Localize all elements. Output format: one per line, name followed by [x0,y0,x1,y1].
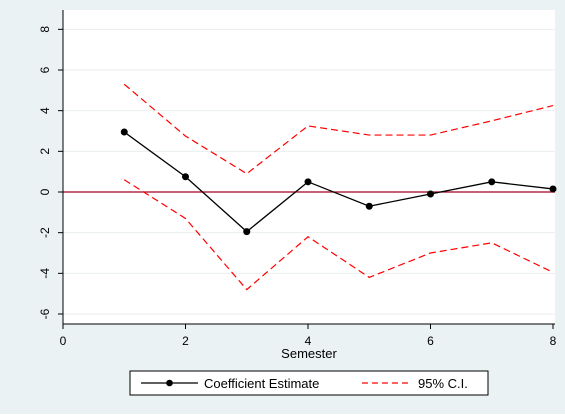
y-tick-label: 4 [38,107,52,114]
coefficient-point [549,185,557,193]
ci-upper-line [123,83,554,175]
coefficient-line [123,131,554,233]
plot-area [63,10,555,324]
axes-group: -6 -4 -2 0 2 4 6 8 0 2 4 6 8 [38,10,557,348]
y-tick-label: 2 [38,148,52,155]
legend: Coefficient Estimate 95% C.I. [129,370,489,396]
legend-label-ci: 95% C.I. [418,376,468,391]
ci-lower-line [123,179,554,291]
y-tick-label: -2 [38,227,52,238]
grid-lines [63,28,555,315]
x-tick-label: 0 [60,334,67,348]
y-tick-label: -4 [38,268,52,279]
y-tick-label: -6 [38,308,52,319]
coefficient-point [243,228,251,236]
x-axis-label: Semester [281,346,337,361]
y-tick-label: 0 [38,188,52,195]
legend-marker-coefficient [166,379,173,387]
coefficient-point [182,173,189,181]
coefficient-point [120,128,128,136]
coefficient-point [304,178,312,186]
x-tick-label: 6 [427,334,434,348]
coefficient-point [488,178,496,186]
series-group [120,83,557,291]
y-tick-label: 8 [38,26,52,33]
coefficient-point [427,190,434,198]
x-tick-label: 4 [305,334,312,348]
y-tick-label: 6 [38,66,52,73]
x-tick-label: 8 [550,334,557,348]
legend-label-coefficient: Coefficient Estimate [204,376,319,391]
coefficient-point [365,202,373,210]
x-tick-label: 2 [182,334,189,348]
